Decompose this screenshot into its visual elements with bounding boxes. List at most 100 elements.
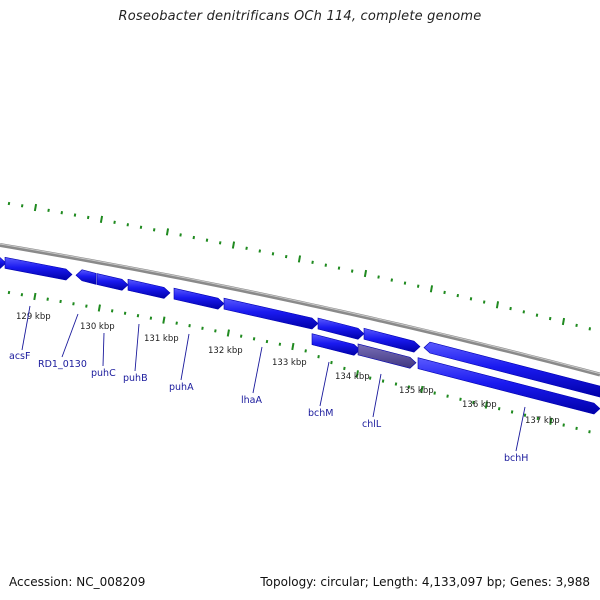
tick-label: 129 kbp — [16, 312, 51, 322]
gene-label[interactable]: bchM — [308, 408, 333, 419]
gene-arrow-forward[interactable] — [317, 317, 365, 340]
outer-tick-minor — [20, 204, 24, 208]
tick-label: 131 kbp — [144, 334, 179, 344]
outer-tick-minor — [337, 266, 341, 270]
outer-tick-minor — [548, 316, 552, 321]
inner-tick-minor — [433, 391, 436, 395]
gene-arrow-forward[interactable] — [423, 341, 600, 398]
map-title: Roseobacter denitrificans OCh 114, compl… — [118, 9, 482, 24]
outer-tick-major — [231, 241, 236, 249]
inner-tick-minor — [136, 314, 140, 318]
gene-arrow-forward[interactable] — [0, 255, 7, 269]
inner-tick-minor — [85, 304, 88, 308]
gene-leader-line — [515, 406, 526, 452]
gene-arrow-forward[interactable] — [96, 273, 129, 291]
outer-tick-minor — [575, 323, 578, 328]
outer-tick-minor — [205, 238, 209, 242]
outer-tick-minor — [271, 252, 275, 256]
outer-tick-minor — [535, 313, 539, 317]
gene-label[interactable]: puhB — [123, 373, 148, 384]
outer-tick-major — [429, 285, 434, 293]
gene-leader-line — [372, 373, 382, 418]
outer-tick-minor — [482, 300, 486, 304]
outer-tick-minor — [377, 275, 380, 279]
inner-tick-minor — [575, 426, 578, 431]
gene-arrow-forward[interactable] — [363, 327, 421, 353]
inner-tick-minor — [214, 329, 217, 333]
gene-arrow-forward[interactable] — [173, 287, 225, 310]
inner-tick-minor — [20, 293, 24, 297]
inner-tick-minor — [407, 385, 411, 389]
gene-label[interactable]: acsF — [9, 351, 30, 362]
gene-arrow-forward[interactable] — [223, 297, 319, 330]
gene-arrow-reverse[interactable] — [311, 333, 361, 356]
gene-arrow-reverse[interactable] — [417, 357, 600, 415]
gene-labels: acsF RD1_0130 puhC puhB puhA lhaA bchM chlL bchH — [9, 305, 528, 464]
outer-tick-minor — [324, 263, 328, 267]
inner-tick-minor — [188, 324, 191, 328]
outer-tick-major — [99, 215, 104, 223]
outer-tick-minor — [218, 241, 222, 245]
inner-tick-minor — [459, 397, 462, 401]
tick-label: 135 kbp — [399, 386, 434, 396]
outer-tick-minor — [390, 278, 394, 282]
outer-tick-minor — [284, 254, 288, 259]
inner-tick-minor — [123, 311, 127, 315]
inner-tick-minor — [175, 321, 178, 325]
inner-tick-minor — [446, 394, 449, 398]
inner-tick-minor — [304, 349, 307, 353]
gene-arrow-forward[interactable] — [75, 269, 97, 285]
inner-tick-major — [33, 292, 37, 301]
outer-tick-major — [297, 255, 302, 263]
inner-tick-minor — [265, 339, 269, 344]
inner-tick-minor — [588, 430, 591, 434]
outer-tick-minor — [179, 233, 182, 237]
gene-leader-line — [21, 305, 31, 351]
inner-tick-major — [420, 385, 424, 394]
gene-leader-line — [102, 332, 105, 367]
gene-label[interactable]: puhC — [91, 368, 116, 379]
gene-label[interactable]: RD1_0130 — [38, 359, 87, 370]
gene-label[interactable]: lhaA — [241, 395, 262, 406]
inner-tick-minor — [239, 334, 243, 338]
gene-arrow-highlighted[interactable] — [357, 343, 417, 369]
inner-tick-minor — [46, 297, 49, 301]
outer-tick-minor — [509, 306, 512, 311]
inner-tick-major — [162, 316, 166, 324]
tick-label: 133 kbp — [272, 358, 307, 368]
tick-label: 130 kbp — [80, 322, 115, 332]
outer-tick-minor — [126, 223, 130, 227]
gene-label[interactable]: chlL — [362, 419, 382, 430]
gene-label[interactable]: bchH — [504, 453, 528, 464]
outer-tick-minor — [456, 293, 460, 298]
gene-leader-line — [180, 333, 190, 381]
outer-tick-minor — [350, 269, 354, 273]
genome-summary: Topology: circular; Length: 4,133,097 bp… — [260, 575, 590, 589]
forward-strand-genes — [0, 255, 600, 398]
tick-label: 134 kbp — [335, 372, 370, 382]
outer-tick-minor — [311, 260, 314, 264]
inner-tick-minor — [317, 355, 320, 359]
backbone-strand — [0, 243, 600, 377]
outer-tick-minor — [522, 310, 526, 314]
inner-tick-minor — [536, 416, 540, 421]
gene-arrow-forward[interactable] — [127, 278, 171, 299]
outer-tick-ring — [7, 201, 592, 331]
inner-tick-minor — [110, 309, 114, 313]
inner-tick-minor — [562, 423, 565, 427]
gene-arrow-forward[interactable] — [4, 256, 73, 281]
outer-tick-major — [33, 203, 38, 212]
outer-tick-minor — [113, 220, 116, 224]
outer-tick-major — [561, 317, 566, 326]
outer-tick-minor — [60, 211, 64, 215]
inner-tick-minor — [343, 366, 346, 371]
inner-tick-minor — [252, 337, 256, 341]
gene-leader-line — [134, 323, 140, 372]
inner-tick-minor — [201, 326, 204, 330]
gene-label[interactable]: puhA — [169, 382, 194, 393]
inner-tick-minor — [278, 342, 282, 346]
outer-tick-minor — [469, 297, 473, 301]
gene-leader-line — [61, 313, 79, 358]
outer-tick-major — [495, 301, 500, 309]
